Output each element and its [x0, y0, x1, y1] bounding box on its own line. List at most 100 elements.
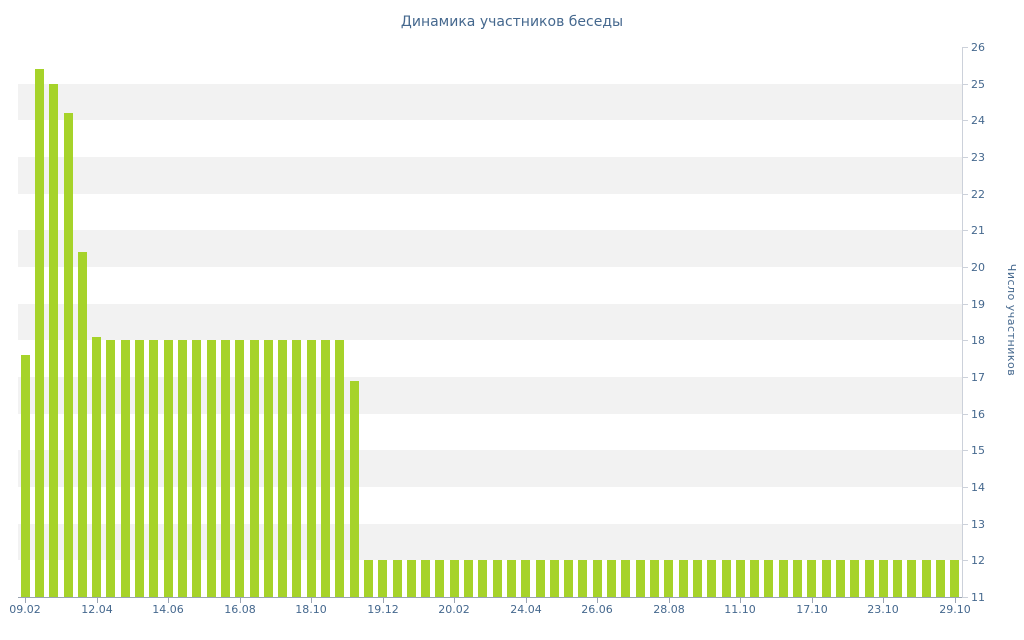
bar[interactable] [250, 340, 259, 597]
bar[interactable] [950, 560, 959, 597]
bar[interactable] [264, 340, 273, 597]
y-tick-label: 15 [971, 444, 985, 457]
y-axis-tick [962, 47, 968, 48]
bar[interactable] [779, 560, 788, 597]
y-tick-label: 24 [971, 114, 985, 127]
bar[interactable] [621, 560, 630, 597]
bar[interactable] [121, 340, 130, 597]
bar[interactable] [450, 560, 459, 597]
background-band [18, 157, 962, 194]
bar[interactable] [335, 340, 344, 597]
y-axis-tick [962, 157, 968, 158]
x-axis-tick [311, 598, 312, 603]
bar[interactable] [564, 560, 573, 597]
bar[interactable] [578, 560, 587, 597]
bar[interactable] [35, 69, 44, 597]
bar[interactable] [893, 560, 902, 597]
bar[interactable] [292, 340, 301, 597]
y-axis-tick [962, 340, 968, 341]
bar[interactable] [135, 340, 144, 597]
y-tick-label: 20 [971, 261, 985, 274]
bar[interactable] [936, 560, 945, 597]
bar[interactable] [693, 560, 702, 597]
bar[interactable] [736, 560, 745, 597]
bar[interactable] [850, 560, 859, 597]
bar[interactable] [922, 560, 931, 597]
bar[interactable] [307, 340, 316, 597]
bar[interactable] [393, 560, 402, 597]
y-tick-label: 18 [971, 334, 985, 347]
bar[interactable] [78, 252, 87, 597]
x-axis-tick [240, 598, 241, 603]
bar[interactable] [164, 340, 173, 597]
y-axis-tick [962, 194, 968, 195]
bar[interactable] [21, 355, 30, 597]
bar[interactable] [178, 340, 187, 597]
bar[interactable] [750, 560, 759, 597]
bar[interactable] [106, 340, 115, 597]
bar[interactable] [836, 560, 845, 597]
x-tick-label: 24.04 [510, 603, 542, 616]
bar[interactable] [879, 560, 888, 597]
bar[interactable] [321, 340, 330, 597]
bar[interactable] [364, 560, 373, 597]
bar[interactable] [907, 560, 916, 597]
x-axis-line [18, 597, 963, 598]
y-tick-label: 13 [971, 518, 985, 531]
background-band [18, 230, 962, 267]
background-band [18, 120, 962, 157]
bar[interactable] [493, 560, 502, 597]
x-tick-label: 12.04 [81, 603, 113, 616]
bar[interactable] [192, 340, 201, 597]
y-axis-tick [962, 414, 968, 415]
bar[interactable] [235, 340, 244, 597]
bar[interactable] [550, 560, 559, 597]
bar[interactable] [407, 560, 416, 597]
bar[interactable] [49, 84, 58, 597]
y-axis-tick [962, 560, 968, 561]
bar[interactable] [207, 340, 216, 597]
bar[interactable] [378, 560, 387, 597]
bar[interactable] [793, 560, 802, 597]
bar[interactable] [421, 560, 430, 597]
background-band [18, 377, 962, 414]
bar[interactable] [350, 381, 359, 597]
bar[interactable] [92, 337, 101, 597]
bar[interactable] [521, 560, 530, 597]
bar[interactable] [593, 560, 602, 597]
bar[interactable] [807, 560, 816, 597]
bar[interactable] [64, 113, 73, 597]
bar[interactable] [650, 560, 659, 597]
x-axis-tick [812, 598, 813, 603]
bar[interactable] [636, 560, 645, 597]
bar[interactable] [149, 340, 158, 597]
bar[interactable] [464, 560, 473, 597]
y-axis-tick [962, 487, 968, 488]
bar[interactable] [536, 560, 545, 597]
bar[interactable] [664, 560, 673, 597]
bar[interactable] [607, 560, 616, 597]
x-tick-label: 14.06 [152, 603, 184, 616]
background-band [18, 487, 962, 524]
bar[interactable] [865, 560, 874, 597]
bar[interactable] [822, 560, 831, 597]
y-tick-label: 12 [971, 554, 985, 567]
bar[interactable] [435, 560, 444, 597]
bar[interactable] [278, 340, 287, 597]
x-tick-label: 18.10 [295, 603, 327, 616]
x-tick-label: 29.10 [939, 603, 971, 616]
bar[interactable] [722, 560, 731, 597]
bar[interactable] [478, 560, 487, 597]
background-band [18, 193, 962, 231]
bar[interactable] [221, 340, 230, 597]
x-tick-label: 26.06 [581, 603, 613, 616]
y-tick-label: 21 [971, 224, 985, 237]
bar[interactable] [679, 560, 688, 597]
x-tick-label: 09.02 [9, 603, 41, 616]
bar[interactable] [507, 560, 516, 597]
y-axis-tick [962, 304, 968, 305]
bar[interactable] [707, 560, 716, 597]
x-tick-label: 23.10 [867, 603, 899, 616]
bar[interactable] [764, 560, 773, 597]
